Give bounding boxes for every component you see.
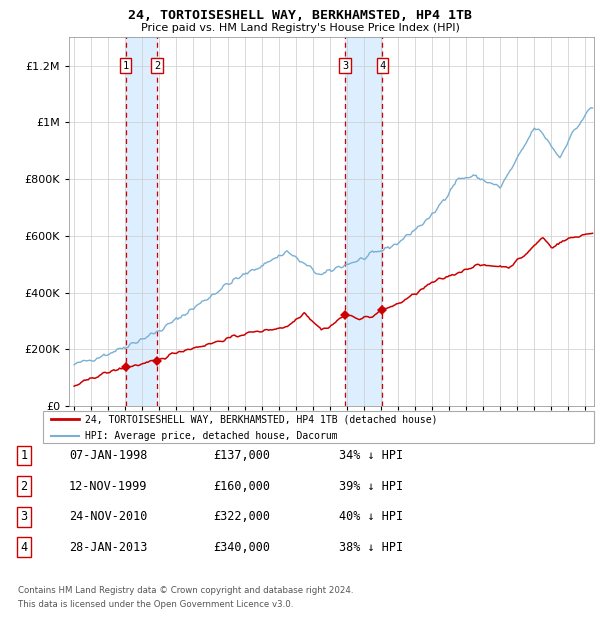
Text: 34% ↓ HPI: 34% ↓ HPI [339,449,403,462]
Text: 24, TORTOISESHELL WAY, BERKHAMSTED, HP4 1TB: 24, TORTOISESHELL WAY, BERKHAMSTED, HP4 … [128,9,472,22]
Text: 38% ↓ HPI: 38% ↓ HPI [339,541,403,554]
Text: £322,000: £322,000 [213,510,270,523]
Bar [345,37,382,406]
Text: 3: 3 [342,61,348,71]
Text: Price paid vs. HM Land Registry's House Price Index (HPI): Price paid vs. HM Land Registry's House … [140,23,460,33]
Text: £340,000: £340,000 [213,541,270,554]
Text: 39% ↓ HPI: 39% ↓ HPI [339,480,403,493]
Text: This data is licensed under the Open Government Licence v3.0.: This data is licensed under the Open Gov… [18,600,293,609]
Text: £137,000: £137,000 [213,449,270,462]
Text: HPI: Average price, detached house, Dacorum: HPI: Average price, detached house, Daco… [85,431,337,441]
Text: Contains HM Land Registry data © Crown copyright and database right 2024.: Contains HM Land Registry data © Crown c… [18,586,353,595]
Text: 12-NOV-1999: 12-NOV-1999 [69,480,148,493]
Text: 2: 2 [20,480,28,493]
Text: 2: 2 [154,61,160,71]
FancyBboxPatch shape [43,411,594,443]
Text: 28-JAN-2013: 28-JAN-2013 [69,541,148,554]
Text: 1: 1 [20,449,28,462]
Text: 24-NOV-2010: 24-NOV-2010 [69,510,148,523]
Text: 3: 3 [20,510,28,523]
Text: £160,000: £160,000 [213,480,270,493]
Text: 4: 4 [379,61,385,71]
Text: 07-JAN-1998: 07-JAN-1998 [69,449,148,462]
Text: 1: 1 [122,61,129,71]
Bar [126,37,157,406]
Text: 4: 4 [20,541,28,554]
Text: 40% ↓ HPI: 40% ↓ HPI [339,510,403,523]
Text: 24, TORTOISESHELL WAY, BERKHAMSTED, HP4 1TB (detached house): 24, TORTOISESHELL WAY, BERKHAMSTED, HP4 … [85,414,437,424]
